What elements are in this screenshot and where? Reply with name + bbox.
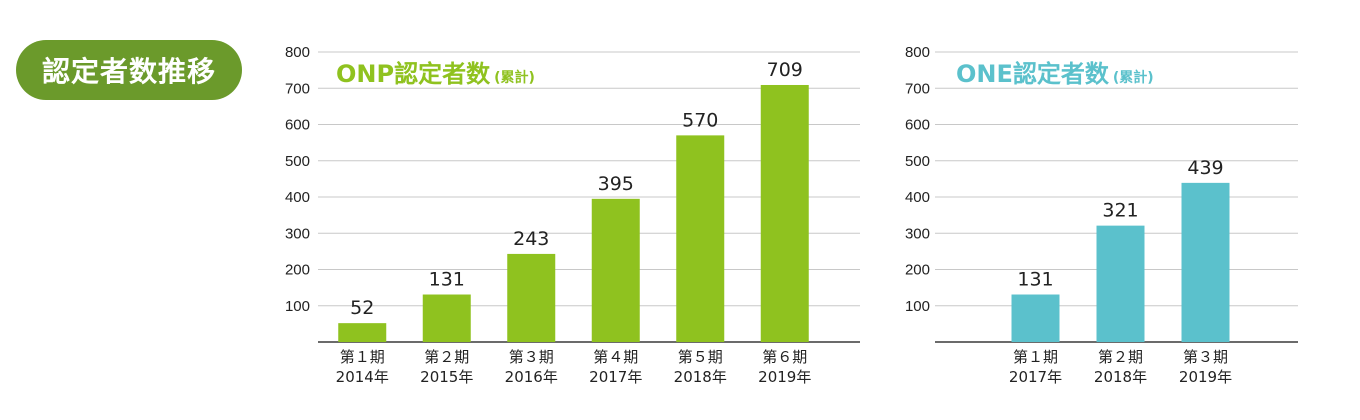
bar xyxy=(591,198,640,342)
y-tick-label: 400 xyxy=(905,189,930,206)
bar xyxy=(760,84,809,343)
y-tick-label: 200 xyxy=(285,262,310,279)
x-tick-label-year: 2017年 xyxy=(1009,368,1062,386)
x-tick-label-year: 2015年 xyxy=(420,368,473,386)
y-tick-label: 300 xyxy=(905,225,930,242)
chart-title-main: ONE認定者数 xyxy=(956,60,1110,88)
x-tick-label-year: 2014年 xyxy=(336,368,389,386)
y-tick-label: 600 xyxy=(285,117,310,134)
x-tick-label-period: 第２期 xyxy=(1098,348,1143,366)
bar xyxy=(507,253,556,342)
x-tick-label-period: 第６期 xyxy=(762,348,807,366)
y-tick-label: 200 xyxy=(905,262,930,279)
x-tick-label-period: 第５期 xyxy=(678,348,723,366)
x-tick-label-year: 2019年 xyxy=(1179,368,1232,386)
bar xyxy=(422,294,471,342)
x-tick-label-period: 第３期 xyxy=(1183,348,1228,366)
x-tick-label-period: 第４期 xyxy=(593,348,638,366)
chart-title: ONE認定者数 (累計) xyxy=(956,60,1154,88)
x-tick-label-year: 2018年 xyxy=(674,368,727,386)
chart-subtitle: (累計) xyxy=(494,69,535,86)
bar xyxy=(1096,225,1145,342)
data-label: 709 xyxy=(767,59,803,81)
x-tick-label-period: 第１期 xyxy=(340,348,385,366)
y-tick-label: 400 xyxy=(285,189,310,206)
section-badge: 認定者数推移 xyxy=(16,40,242,100)
data-label: 131 xyxy=(429,269,465,291)
data-label: 321 xyxy=(1102,200,1138,222)
chart-title-main: ONP認定者数 xyxy=(336,60,491,88)
y-tick-label: 100 xyxy=(905,298,930,315)
data-label: 395 xyxy=(598,173,634,195)
bar xyxy=(338,323,387,342)
chart-title: ONP認定者数 (累計) xyxy=(336,60,535,88)
bar xyxy=(1011,294,1060,342)
y-tick-label: 800 xyxy=(285,44,310,61)
y-tick-label: 100 xyxy=(285,298,310,315)
y-tick-label: 500 xyxy=(285,153,310,170)
x-tick-label-period: 第２期 xyxy=(424,348,469,366)
data-label: 439 xyxy=(1187,157,1223,179)
section-badge-label: 認定者数推移 xyxy=(41,55,216,88)
data-label: 570 xyxy=(682,109,718,131)
chart-subtitle: (累計) xyxy=(1113,69,1154,86)
x-tick-label-year: 2016年 xyxy=(505,368,558,386)
bar xyxy=(676,135,725,342)
y-tick-label: 700 xyxy=(285,80,310,97)
y-tick-label: 800 xyxy=(905,44,930,61)
y-tick-label: 600 xyxy=(905,117,930,134)
data-label: 243 xyxy=(513,228,549,250)
data-label: 52 xyxy=(350,297,374,319)
x-tick-label-period: 第３期 xyxy=(509,348,554,366)
y-tick-label: 500 xyxy=(905,153,930,170)
bar xyxy=(1181,182,1230,342)
data-label: 131 xyxy=(1017,269,1053,291)
x-tick-label-year: 2018年 xyxy=(1094,368,1147,386)
y-tick-label: 700 xyxy=(905,80,930,97)
x-tick-label-year: 2019年 xyxy=(758,368,811,386)
x-tick-label-year: 2017年 xyxy=(589,368,642,386)
x-tick-label-period: 第１期 xyxy=(1013,348,1058,366)
y-tick-label: 300 xyxy=(285,225,310,242)
